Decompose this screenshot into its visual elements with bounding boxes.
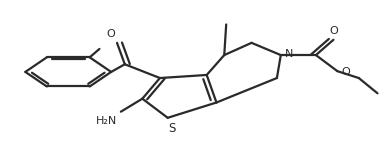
Text: O: O <box>107 29 115 39</box>
Text: N: N <box>285 49 293 59</box>
Text: O: O <box>341 67 350 77</box>
Text: S: S <box>168 122 175 135</box>
Text: O: O <box>329 26 338 36</box>
Text: H₂N: H₂N <box>96 116 117 125</box>
